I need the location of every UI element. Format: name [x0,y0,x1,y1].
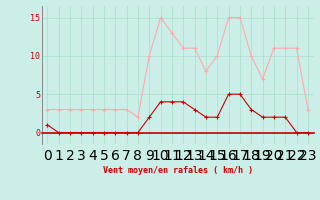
X-axis label: Vent moyen/en rafales ( km/h ): Vent moyen/en rafales ( km/h ) [103,166,252,175]
